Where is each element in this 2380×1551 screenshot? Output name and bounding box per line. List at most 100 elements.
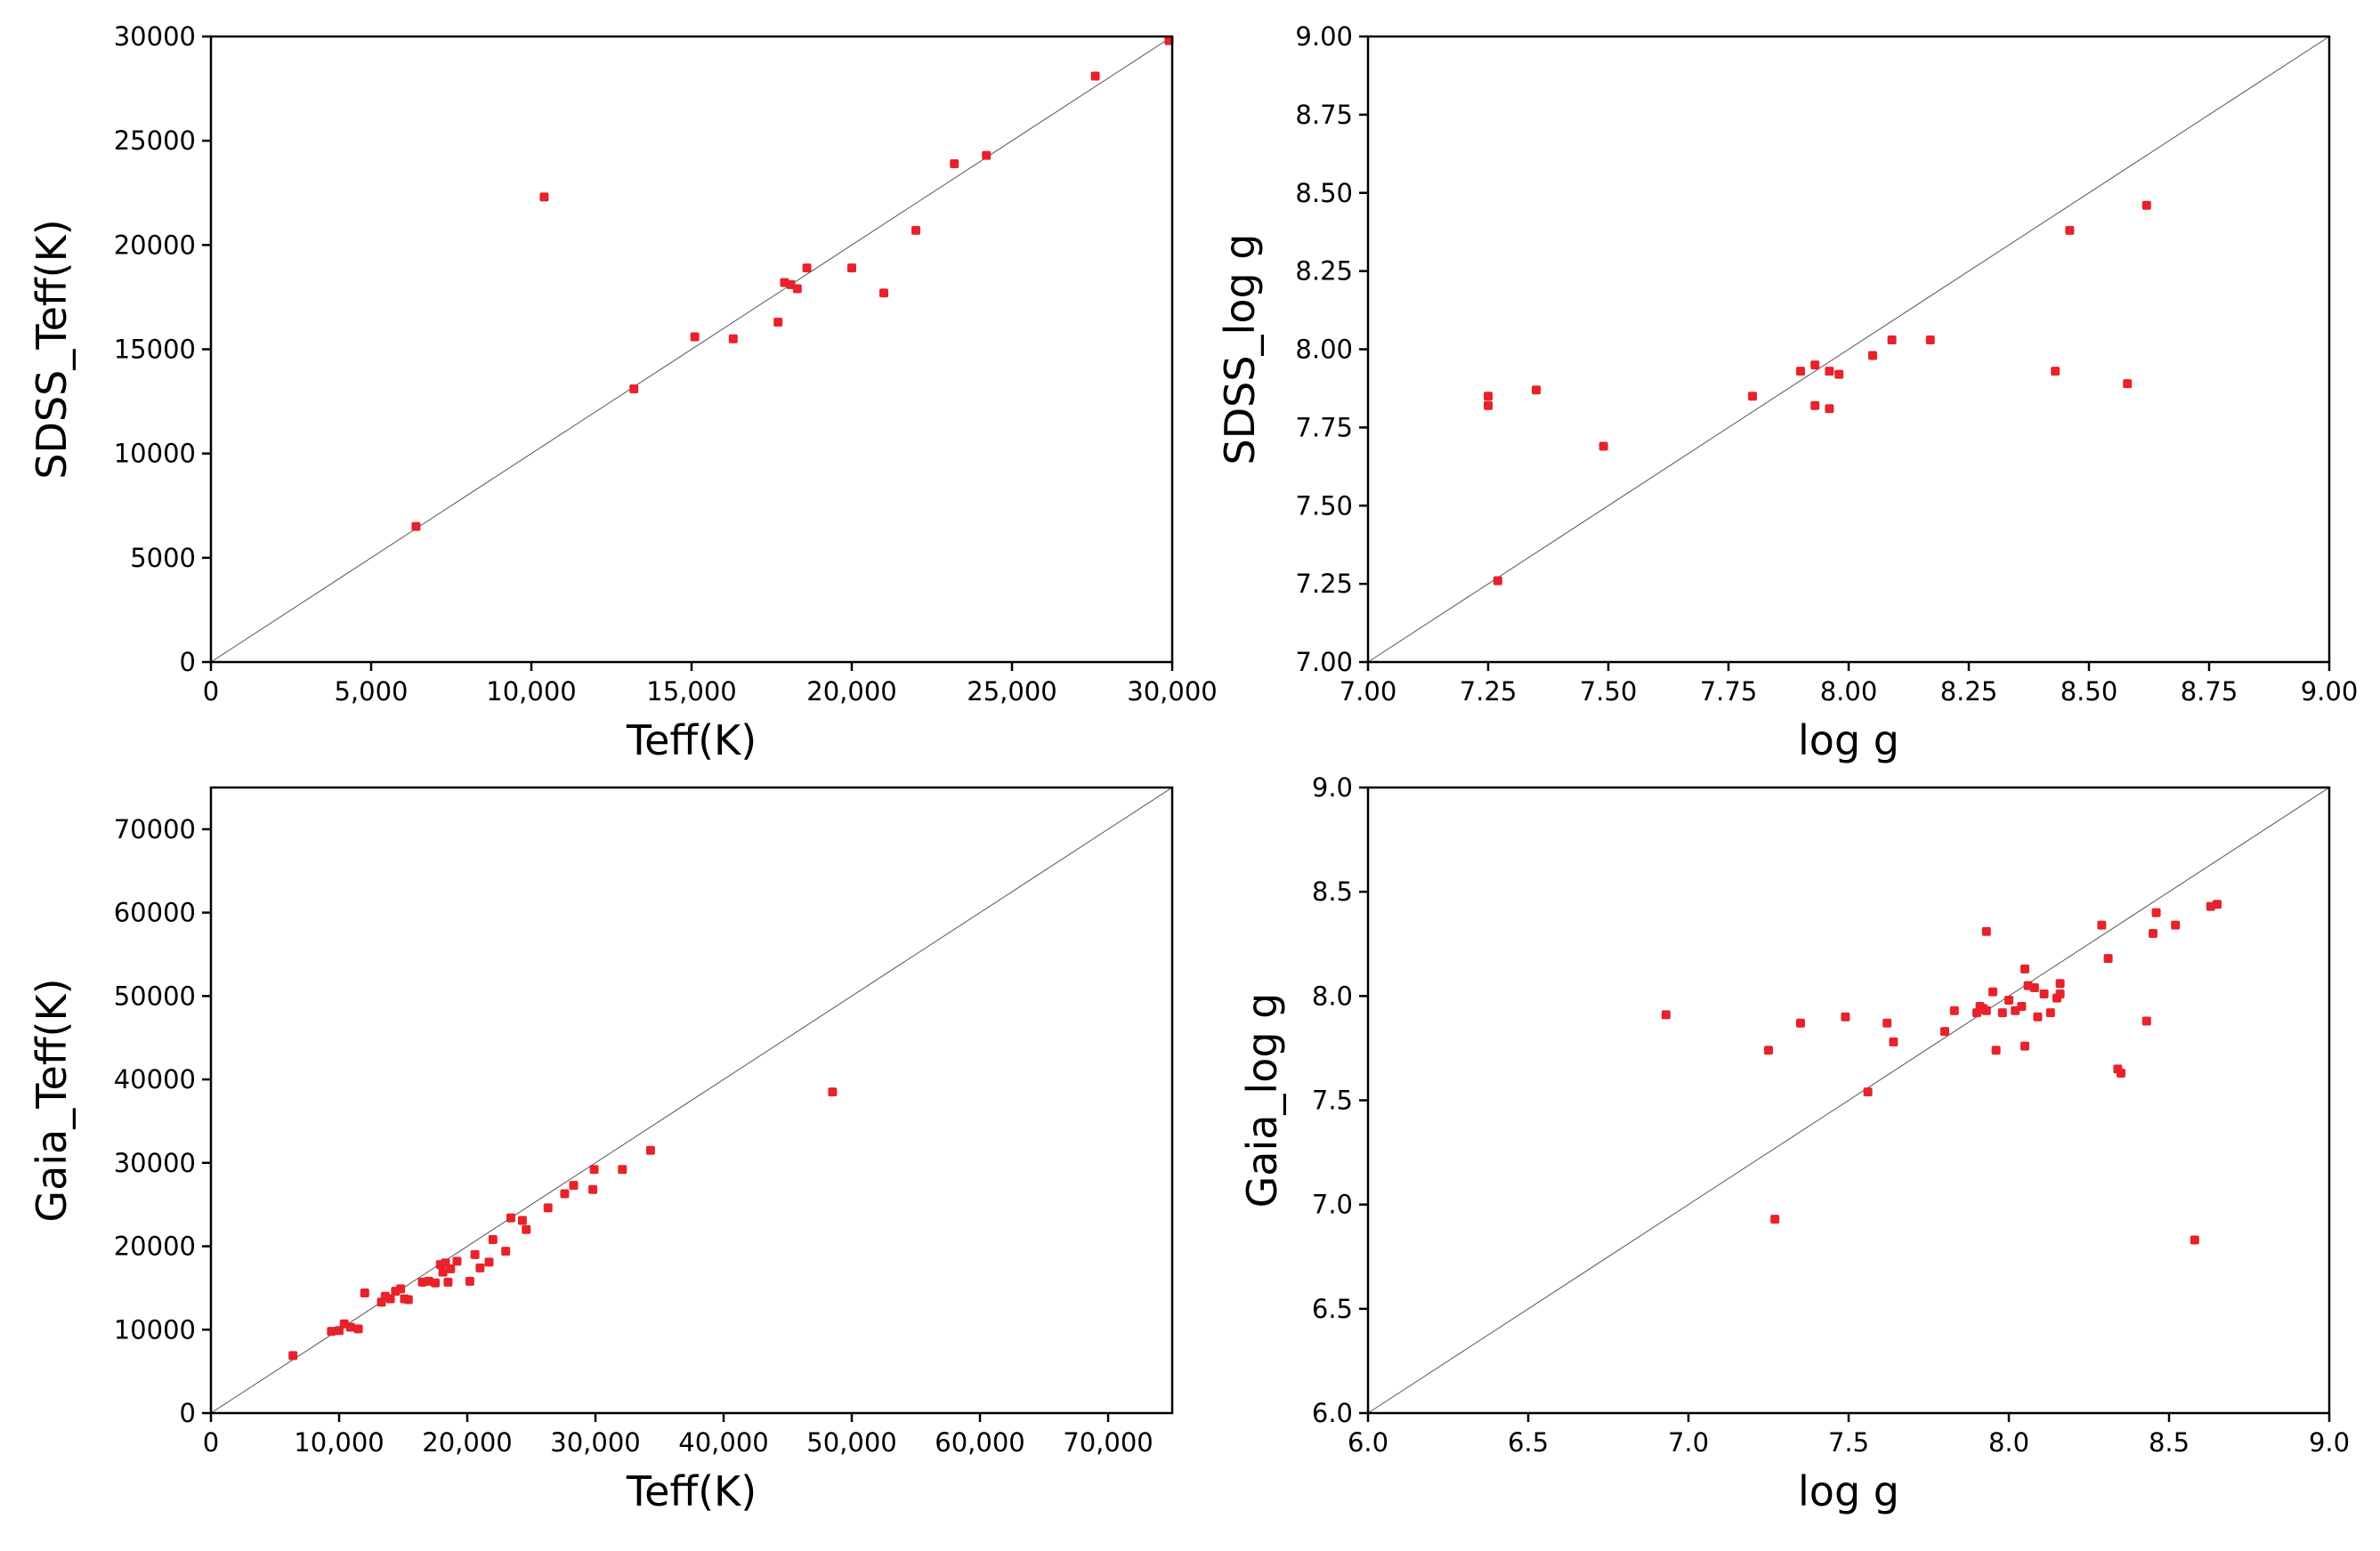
data-point	[1796, 367, 1805, 376]
x-tick-label: 40,000	[678, 1427, 768, 1458]
y-tick-label: 6.0	[1312, 1398, 1353, 1428]
data-point	[1949, 1006, 1959, 1015]
data-point	[2051, 367, 2060, 376]
data-point	[950, 158, 959, 168]
data-point	[629, 384, 639, 394]
x-tick-label: 70,000	[1063, 1427, 1153, 1458]
data-point	[288, 1351, 298, 1361]
data-point	[1887, 335, 1897, 344]
x-tick-label: 10,000	[294, 1427, 384, 1458]
data-point	[335, 1326, 344, 1336]
x-tick-label: 6.5	[1508, 1427, 1549, 1458]
y-tick-label: 8.75	[1295, 100, 1353, 130]
data-point	[501, 1247, 511, 1256]
data-point	[327, 1327, 336, 1337]
data-point	[847, 263, 856, 273]
y-tick-label: 40000	[114, 1064, 196, 1095]
data-point	[2055, 979, 2065, 989]
x-tick-label: 10,000	[486, 676, 576, 707]
data-point	[1825, 367, 1834, 376]
data-point	[403, 1295, 413, 1305]
y-tick-label: 20000	[114, 230, 196, 260]
data-point	[2117, 1069, 2125, 1078]
data-point	[1940, 1027, 1949, 1037]
x-tick-label: 8.50	[2060, 676, 2118, 707]
data-point	[517, 1216, 527, 1225]
y-tick-label: 7.5	[1312, 1086, 1353, 1116]
data-point	[1599, 441, 1608, 451]
x-tick-label: 30,000	[550, 1427, 640, 1458]
data-point	[1796, 1018, 1805, 1028]
data-point	[2055, 989, 2065, 998]
x-tick-label: 0	[203, 1427, 219, 1458]
data-point	[792, 284, 802, 294]
data-point	[484, 1257, 494, 1267]
y-tick-label: 8.0	[1312, 981, 1353, 1011]
y-tick-label: 10000	[114, 439, 196, 469]
y-tick-label: 7.0	[1312, 1190, 1353, 1220]
data-point	[1810, 360, 1820, 370]
data-point	[2004, 996, 2013, 1006]
reference-line	[1367, 787, 2330, 1414]
x-tick-label: 25,000	[967, 676, 1056, 707]
x-tick-label: 50,000	[806, 1427, 896, 1458]
y-axis-label: Gaia_log g	[1238, 993, 1286, 1208]
data-point	[773, 318, 783, 327]
data-point	[385, 1294, 395, 1304]
data-point	[1981, 926, 1991, 936]
data-point	[911, 225, 920, 235]
data-point	[522, 1224, 531, 1234]
data-point	[1493, 576, 1502, 586]
data-point	[645, 1145, 655, 1155]
data-point	[396, 1284, 406, 1294]
reference-line	[1367, 36, 2330, 663]
data-point	[1868, 351, 1877, 360]
data-point	[1841, 1012, 1850, 1022]
data-point	[1764, 1046, 1773, 1055]
data-point	[488, 1235, 498, 1245]
data-point	[2039, 989, 2049, 998]
data-point	[1770, 1215, 1780, 1224]
data-point	[588, 1184, 598, 1194]
data-point	[543, 1203, 553, 1213]
panel-gaia-teff: 0 10,000 20,000 30,000 40,000 50,000 60,000 70,…	[28, 786, 1174, 1515]
data-point	[475, 1263, 485, 1272]
x-tick-label: 7.50	[1580, 676, 1638, 707]
data-point	[452, 1256, 462, 1266]
y-tick-label: 7.75	[1295, 412, 1353, 442]
y-axis-label: SDSS_Teff(K)	[28, 219, 76, 479]
data-point	[2123, 379, 2133, 389]
data-point	[2151, 908, 2161, 917]
data-point	[506, 1213, 515, 1223]
plot-frame	[209, 786, 1174, 1415]
x-axis-label: log g	[1798, 716, 1899, 764]
data-point	[2020, 964, 2029, 973]
data-point	[1997, 1008, 2007, 1018]
data-point	[2103, 954, 2113, 964]
data-point	[1925, 335, 1935, 344]
data-point	[360, 1288, 369, 1298]
x-tick-label: 15,000	[646, 676, 736, 707]
data-point	[2029, 982, 2039, 992]
data-point	[618, 1165, 627, 1175]
x-tick-label: 7.5	[1828, 1427, 1869, 1458]
x-tick-label: 60,000	[935, 1427, 1024, 1458]
y-tick-label: 10000	[114, 1314, 196, 1345]
y-axis-label: SDSS_log g	[1216, 234, 1264, 465]
y-tick-label: 70000	[114, 814, 196, 844]
data-point	[1810, 400, 1820, 410]
data-point	[345, 1322, 355, 1332]
y-tick-label: 8.50	[1295, 178, 1353, 208]
data-point	[1090, 71, 1100, 81]
y-tick-label: 8.00	[1295, 335, 1353, 365]
data-point	[2065, 225, 2075, 235]
data-point	[828, 1087, 838, 1097]
x-tick-label: 8.25	[1940, 676, 1998, 707]
y-tick-label: 9.00	[1295, 21, 1353, 52]
data-point	[982, 150, 992, 160]
x-tick-label: 7.00	[1340, 676, 1397, 707]
x-tick-label: 7.0	[1668, 1427, 1709, 1458]
x-tick-label: 7.25	[1460, 676, 1518, 707]
panel-sdss-teff: 0 5,000 10,000 15,000 20,000 25,000 30,000 0 500…	[28, 21, 1218, 764]
